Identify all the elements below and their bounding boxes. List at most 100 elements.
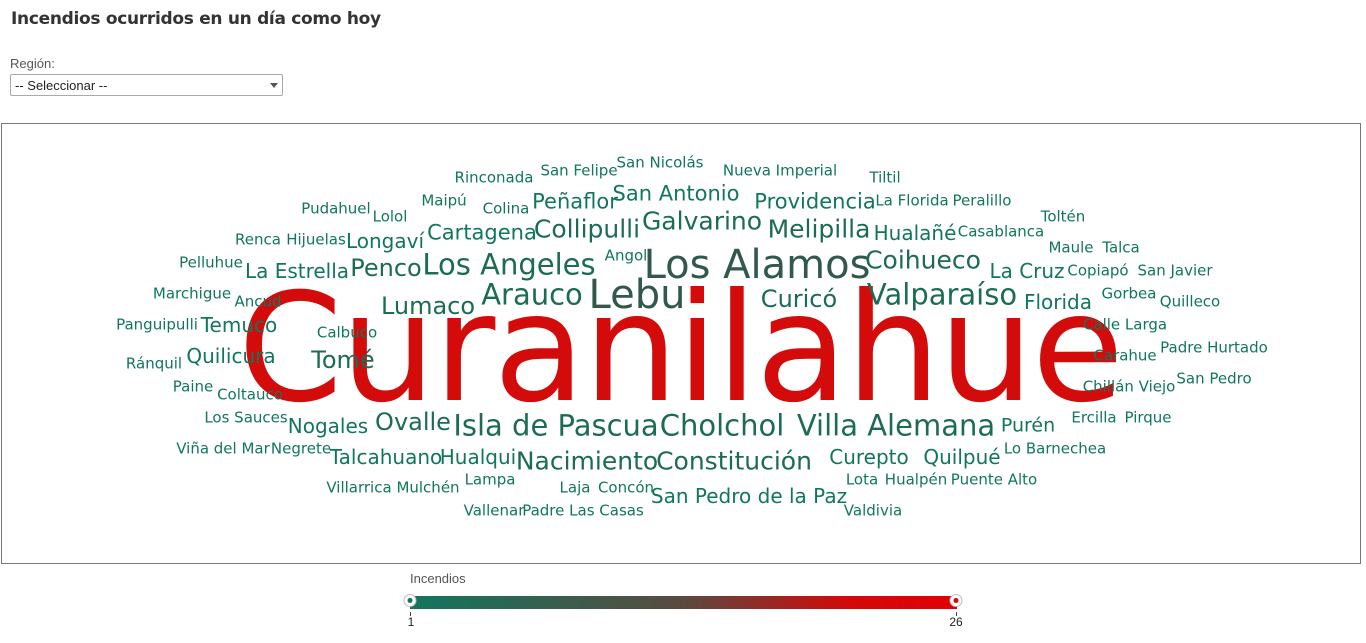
cloud-word[interactable]: Curepto: [829, 445, 909, 469]
cloud-word[interactable]: Vallenar: [463, 501, 525, 520]
cloud-word[interactable]: La Estrella: [244, 259, 350, 283]
cloud-word[interactable]: Panguipulli: [116, 315, 198, 334]
cloud-word[interactable]: Nueva Imperial: [722, 161, 838, 180]
cloud-word[interactable]: Quilpué: [923, 445, 1001, 469]
cloud-word[interactable]: Peralillo: [952, 191, 1012, 210]
cloud-word[interactable]: Villarrica: [326, 478, 392, 497]
cloud-word[interactable]: Paine: [172, 377, 214, 396]
cloud-word[interactable]: Carahue: [1093, 346, 1157, 365]
legend-min-handle[interactable]: [403, 594, 417, 607]
cloud-word[interactable]: Toltén: [1040, 207, 1086, 226]
cloud-word[interactable]: Calle Larga: [1082, 315, 1168, 334]
cloud-word[interactable]: Renca: [235, 230, 281, 249]
cloud-word[interactable]: Padre Las Casas: [522, 501, 644, 520]
cloud-word[interactable]: Quilicura: [186, 344, 276, 368]
cloud-word[interactable]: Angol: [604, 246, 648, 265]
legend-max-tick: [956, 612, 957, 616]
cloud-word[interactable]: Galvarino: [641, 206, 763, 236]
cloud-word[interactable]: Providencia: [754, 189, 876, 214]
cloud-word[interactable]: Negrete: [270, 439, 332, 458]
cloud-word[interactable]: Lolol: [372, 207, 408, 226]
legend-title: Incendios: [410, 571, 466, 586]
cloud-word[interactable]: Temuco: [200, 313, 278, 337]
cloud-word[interactable]: Valparaíso: [866, 277, 1018, 312]
cloud-word[interactable]: San Javier: [1137, 261, 1213, 280]
cloud-word[interactable]: Lota: [845, 470, 879, 489]
cloud-word[interactable]: Los Sauces: [204, 408, 288, 427]
legend-min-label: 1: [407, 615, 415, 629]
cloud-word[interactable]: San Nicolás: [616, 153, 704, 172]
cloud-word[interactable]: Hijuelas: [286, 230, 346, 249]
cloud-word[interactable]: Pudahuel: [301, 199, 371, 218]
cloud-word[interactable]: Talcahuano: [329, 445, 443, 469]
cloud-word[interactable]: Maipú: [421, 191, 467, 210]
cloud-word[interactable]: Quilleco: [1159, 292, 1221, 311]
cloud-word[interactable]: Florida: [1023, 290, 1093, 314]
cloud-word[interactable]: Constitución: [656, 446, 812, 476]
cloud-word[interactable]: Ovalle: [375, 408, 451, 436]
cloud-word[interactable]: Concón: [597, 478, 655, 497]
cloud-word[interactable]: Villa Alemana: [796, 408, 996, 443]
cloud-word[interactable]: Penco: [350, 254, 422, 282]
legend-max-dot: [953, 598, 959, 603]
cloud-word[interactable]: La Cruz: [989, 259, 1065, 283]
cloud-word[interactable]: Peñaflor: [532, 189, 618, 214]
cloud-word[interactable]: Gorbea: [1101, 284, 1157, 303]
cloud-word[interactable]: San Pedro de la Paz: [650, 484, 848, 508]
cloud-word[interactable]: Lumaco: [380, 292, 476, 320]
cloud-word[interactable]: Purén: [1000, 414, 1056, 437]
cloud-word[interactable]: Maule: [1048, 238, 1094, 257]
cloud-word[interactable]: Tomé: [311, 346, 375, 374]
cloud-word[interactable]: Los Angeles: [422, 247, 596, 282]
cloud-word[interactable]: Coltauco: [217, 385, 283, 404]
cloud-word[interactable]: San Felipe: [540, 161, 618, 180]
cloud-word[interactable]: San Pedro: [1176, 369, 1252, 388]
cloud-word[interactable]: Hualañé: [873, 221, 957, 245]
cloud-word[interactable]: San Antonio: [612, 181, 740, 206]
cloud-word[interactable]: Tiltil: [869, 168, 901, 187]
cloud-word[interactable]: Coihueco: [865, 245, 981, 275]
cloud-word[interactable]: Puente Alto: [950, 470, 1038, 489]
cloud-word[interactable]: Lebu: [588, 272, 686, 318]
cloud-word[interactable]: Los Alamos: [643, 242, 871, 288]
cloud-word[interactable]: Cartagena: [427, 220, 537, 245]
cloud-word[interactable]: Casablanca: [957, 222, 1045, 241]
legend-max-label: 26: [949, 615, 963, 629]
cloud-word[interactable]: Calbuco: [316, 323, 378, 342]
cloud-word[interactable]: Pirque: [1124, 408, 1172, 427]
chevron-down-icon: [270, 83, 278, 88]
cloud-word[interactable]: Pelluhue: [179, 253, 243, 272]
cloud-word[interactable]: Ancud: [234, 292, 282, 311]
word-cloud-panel: [1, 123, 1361, 564]
cloud-word[interactable]: Lampa: [464, 470, 516, 489]
region-select[interactable]: -- Seleccionar --: [10, 74, 283, 96]
cloud-word[interactable]: Curanilahue: [237, 262, 1124, 436]
cloud-word[interactable]: Viña del Mar: [176, 439, 270, 458]
cloud-word[interactable]: Ercilla: [1071, 408, 1117, 427]
legend-max-handle[interactable]: [949, 594, 963, 607]
cloud-word[interactable]: Mulchén: [396, 478, 460, 497]
cloud-word[interactable]: Isla de Pascua: [453, 408, 659, 443]
cloud-word[interactable]: Longaví: [345, 229, 425, 253]
cloud-word[interactable]: Padre Hurtado: [1160, 338, 1268, 357]
cloud-word[interactable]: Curicó: [760, 285, 838, 313]
cloud-word[interactable]: Valdivia: [843, 501, 903, 520]
cloud-word[interactable]: Cholchol: [659, 408, 785, 443]
cloud-word[interactable]: Chillán Viejo: [1082, 377, 1176, 396]
cloud-word[interactable]: Nogales: [287, 414, 369, 438]
cloud-word[interactable]: Nacimiento: [515, 446, 659, 476]
cloud-word[interactable]: Hualqui: [439, 445, 517, 469]
cloud-word[interactable]: Lo Barnechea: [1003, 439, 1107, 458]
cloud-word[interactable]: Ránquil: [125, 354, 183, 373]
cloud-word[interactable]: Laja: [559, 478, 591, 497]
cloud-word[interactable]: Rinconada: [454, 168, 534, 187]
cloud-word[interactable]: Copiapó: [1067, 261, 1129, 280]
cloud-word[interactable]: Collipulli: [533, 214, 641, 244]
cloud-word[interactable]: Colina: [482, 199, 530, 218]
cloud-word[interactable]: La Florida: [875, 191, 949, 210]
cloud-word[interactable]: Marchigue: [152, 284, 232, 303]
cloud-word[interactable]: Melipilla: [767, 214, 871, 244]
cloud-word[interactable]: Arauco: [481, 277, 583, 312]
cloud-word[interactable]: Hualpén: [884, 470, 948, 489]
cloud-word[interactable]: Talca: [1102, 238, 1140, 257]
